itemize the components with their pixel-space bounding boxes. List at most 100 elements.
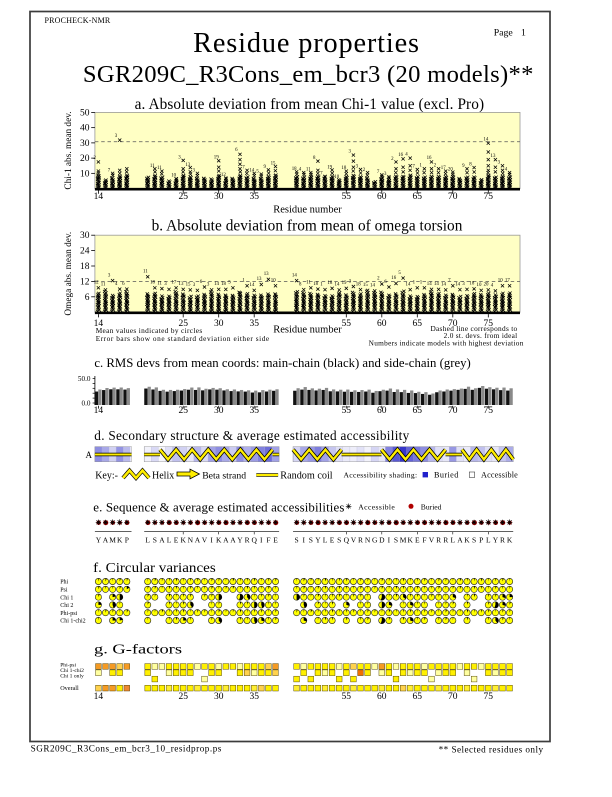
svg-text:L: L [486,536,491,545]
svg-text:M: M [109,536,116,545]
svg-text:7: 7 [412,165,415,170]
svg-text:11: 11 [143,270,148,275]
svg-text:Y: Y [315,536,321,545]
svg-text:1: 1 [413,281,416,286]
svg-text:65: 65 [413,192,423,202]
svg-text:14: 14 [94,406,104,416]
svg-text:7: 7 [377,170,380,175]
svg-text:10: 10 [171,174,176,179]
svg-text:18: 18 [469,282,474,287]
svg-text:7: 7 [242,165,245,170]
svg-text:K: K [507,536,513,545]
svg-text:A: A [223,536,229,545]
svg-text:Mean values indicated by circl: Mean values indicated by circles [96,326,203,335]
svg-text:6: 6 [85,293,90,303]
svg-text:N: N [188,536,194,545]
svg-text:S: S [337,536,341,545]
svg-text:70: 70 [448,319,458,329]
svg-text:20: 20 [80,154,90,164]
svg-text:18: 18 [80,262,90,272]
svg-text:f. Circular variances: f. Circular variances [93,560,216,575]
svg-text:3: 3 [349,279,352,284]
svg-text:18: 18 [221,282,226,287]
svg-text:4: 4 [505,168,508,173]
svg-text:6: 6 [200,280,203,285]
svg-text:A: A [457,536,463,545]
svg-text:P: P [125,536,129,545]
svg-text:Chi 1-chi2: Chi 1-chi2 [60,619,85,625]
svg-text:70: 70 [448,692,458,702]
svg-text:11: 11 [150,164,155,169]
svg-text:Q: Q [251,536,257,545]
svg-text:7: 7 [108,168,111,173]
svg-text:14: 14 [214,282,219,287]
svg-text:75: 75 [484,692,494,702]
svg-text:65: 65 [413,692,423,702]
svg-text:4: 4 [491,284,494,289]
svg-text:7: 7 [448,279,451,284]
svg-text:R: R [443,536,448,545]
svg-text:18: 18 [150,281,155,286]
svg-text:g. G-factors: g. G-factors [94,643,182,658]
svg-text:Y: Y [96,536,102,545]
svg-text:S: S [309,536,313,545]
svg-text:I: I [302,536,305,545]
svg-text:25: 25 [178,406,188,416]
svg-text:V: V [351,536,357,545]
svg-text:10: 10 [80,169,90,179]
svg-text:14: 14 [434,282,439,287]
svg-text:14: 14 [249,169,254,174]
svg-text:30: 30 [214,319,224,329]
svg-text:14: 14 [427,282,432,287]
svg-text:13: 13 [257,277,262,282]
svg-text:70: 70 [448,406,458,416]
svg-text:3: 3 [108,273,111,278]
svg-text:15: 15 [186,283,191,288]
svg-text:I: I [260,536,263,545]
svg-text:55: 55 [342,192,352,202]
svg-text:10: 10 [477,283,482,288]
svg-text:Chi 1-chi2: Chi 1-chi2 [60,668,84,674]
svg-text:18: 18 [356,282,361,287]
svg-text:Phi-psi: Phi-psi [60,611,77,617]
svg-text:24: 24 [80,247,90,257]
svg-text:14: 14 [250,283,255,288]
svg-text:20: 20 [448,168,453,173]
svg-text:14: 14 [94,192,104,202]
svg-text:16: 16 [398,153,403,158]
svg-text:3: 3 [164,282,167,287]
svg-text:L: L [451,536,456,545]
svg-text:14: 14 [335,283,340,288]
svg-text:11: 11 [306,281,311,286]
svg-text:e. Sequence & average estimate: e. Sequence & average estimated accessib… [93,501,344,515]
svg-text:11: 11 [306,168,311,173]
svg-text:L: L [167,536,172,545]
svg-text:Residue number: Residue number [273,325,342,336]
svg-text:A: A [103,536,109,545]
svg-text:E: E [415,536,420,545]
svg-text:PROCHECK-NMR: PROCHECK-NMR [45,16,111,25]
svg-text:8: 8 [313,156,316,161]
svg-text:F: F [266,536,270,545]
svg-text:Chi-1 abs. mean dev.: Chi-1 abs. mean dev. [64,111,74,189]
svg-text:Beta strand: Beta strand [202,471,246,482]
svg-text:1: 1 [420,163,423,168]
svg-text:9: 9 [264,165,267,170]
svg-text:14: 14 [441,283,446,288]
svg-text:3: 3 [193,168,196,173]
svg-text:11: 11 [157,166,162,171]
svg-text:15: 15 [271,162,276,167]
svg-text:9: 9 [462,164,465,169]
svg-text:E: E [273,536,278,545]
svg-text:65: 65 [413,406,423,416]
svg-text:Buried: Buried [421,503,442,512]
svg-text:1: 1 [320,282,323,287]
svg-text:Accessible: Accessible [481,470,518,479]
svg-text:S: S [153,536,157,545]
svg-text:18: 18 [341,166,346,171]
svg-text:E: E [330,536,335,545]
svg-text:35: 35 [249,406,259,416]
svg-text:60: 60 [377,692,387,702]
svg-text:4: 4 [115,282,118,287]
svg-text:K: K [407,536,413,545]
